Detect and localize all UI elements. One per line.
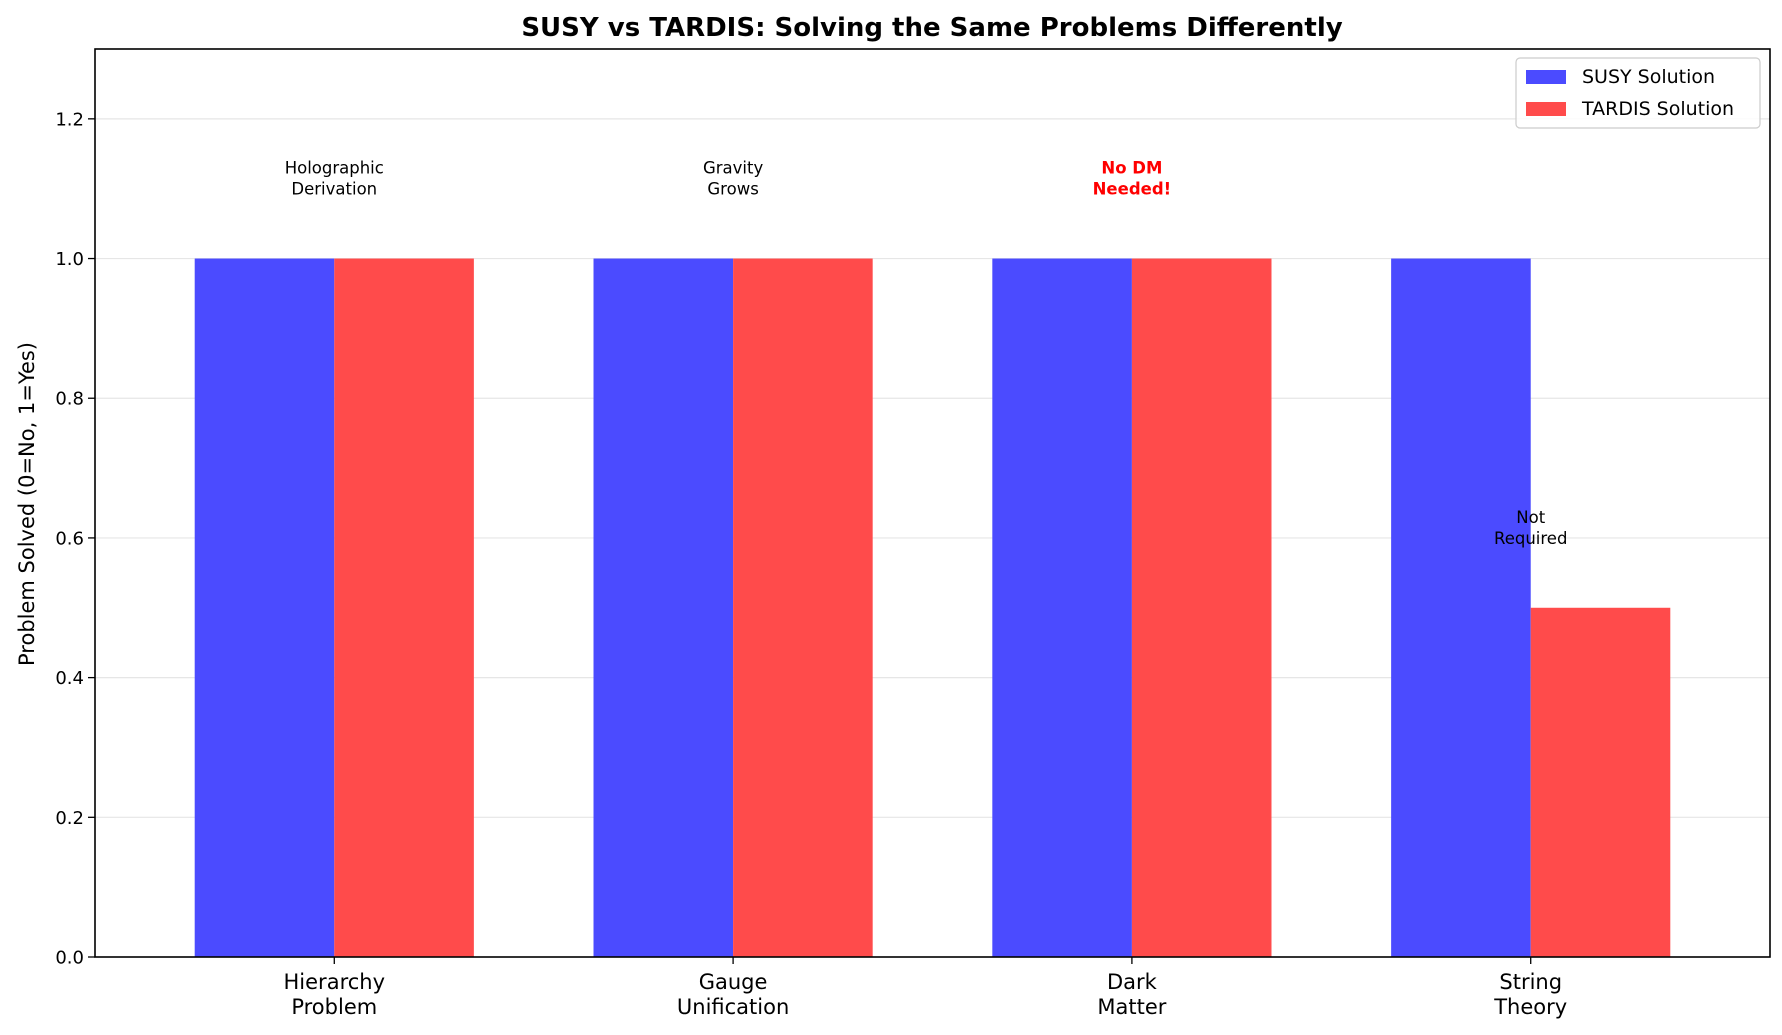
bar-susy-1 [593, 258, 734, 957]
annotation-label: Grows [707, 180, 758, 199]
x-tick-label: String [1499, 970, 1562, 994]
x-tick-label: Theory [1493, 995, 1567, 1019]
x-tick-label: Dark [1107, 970, 1158, 994]
x-tick-label: Gauge [699, 970, 768, 994]
annotation-label: No DM [1101, 159, 1162, 178]
x-tick-label: Unification [677, 995, 789, 1019]
x-tick-label: Hierarchy [284, 970, 386, 994]
annotation-label: Required [1494, 529, 1567, 548]
legend-swatch-tardis [1526, 102, 1566, 116]
chart-title: SUSY vs TARDIS: Solving the Same Problem… [521, 13, 1342, 43]
y-tick-label: 0.0 [55, 948, 84, 969]
legend-box [1515, 57, 1761, 129]
bar-susy-3 [1391, 258, 1531, 957]
y-tick-label: 1.2 [55, 109, 84, 130]
y-tick-label: 0.4 [55, 668, 84, 689]
bar-susy-2 [992, 258, 1132, 957]
bar-tardis-3 [1530, 607, 1671, 957]
legend-swatch-susy [1526, 70, 1566, 84]
legend-label-tardis: TARDIS Solution [1581, 98, 1734, 120]
bar-tardis-0 [334, 258, 474, 957]
annotation-label: Not [1516, 508, 1545, 527]
annotations: Holographic Derivation Gravity Grows No DM Ne… [285, 159, 1568, 548]
y-tick-label: 0.8 [55, 389, 84, 410]
annotation-label: Holographic [285, 159, 384, 178]
x-tick-label: Matter [1097, 995, 1166, 1019]
annotation-label: Gravity [703, 159, 763, 178]
legend-label-susy: SUSY Solution [1582, 66, 1715, 88]
y-axis-label: Problem Solved (0=No, 1=Yes) [15, 342, 39, 666]
bars [194, 258, 1671, 957]
y-tick-label: 0.6 [55, 528, 84, 549]
bar-tardis-1 [733, 258, 873, 957]
y-tick-label: 0.2 [55, 808, 84, 829]
y-tick-label: 1.0 [55, 249, 84, 270]
x-tick-label: Problem [291, 995, 377, 1019]
annotation-label: Derivation [291, 180, 377, 199]
bar-tardis-2 [1131, 258, 1272, 957]
legend: SUSY Solution TARDIS Solution [1515, 57, 1761, 129]
plot-frame [94, 48, 1771, 958]
annotation-label: Needed! [1093, 180, 1172, 199]
bar-susy-0 [194, 258, 335, 957]
